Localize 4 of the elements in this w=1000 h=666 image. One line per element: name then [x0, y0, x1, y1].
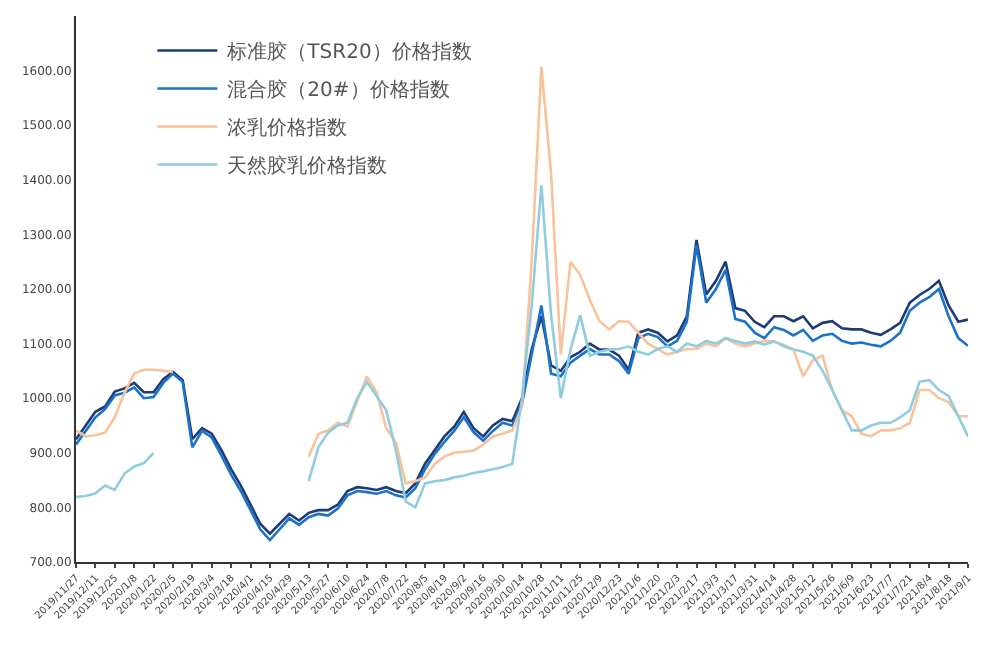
legend-label: 混合胶（20#）价格指数	[227, 78, 450, 103]
legend-label: 浓乳价格指数	[227, 116, 348, 141]
legend-label: 标准胶（TSR20）价格指数	[225, 40, 472, 65]
legend-label: 天然胶乳价格指数	[227, 154, 388, 179]
